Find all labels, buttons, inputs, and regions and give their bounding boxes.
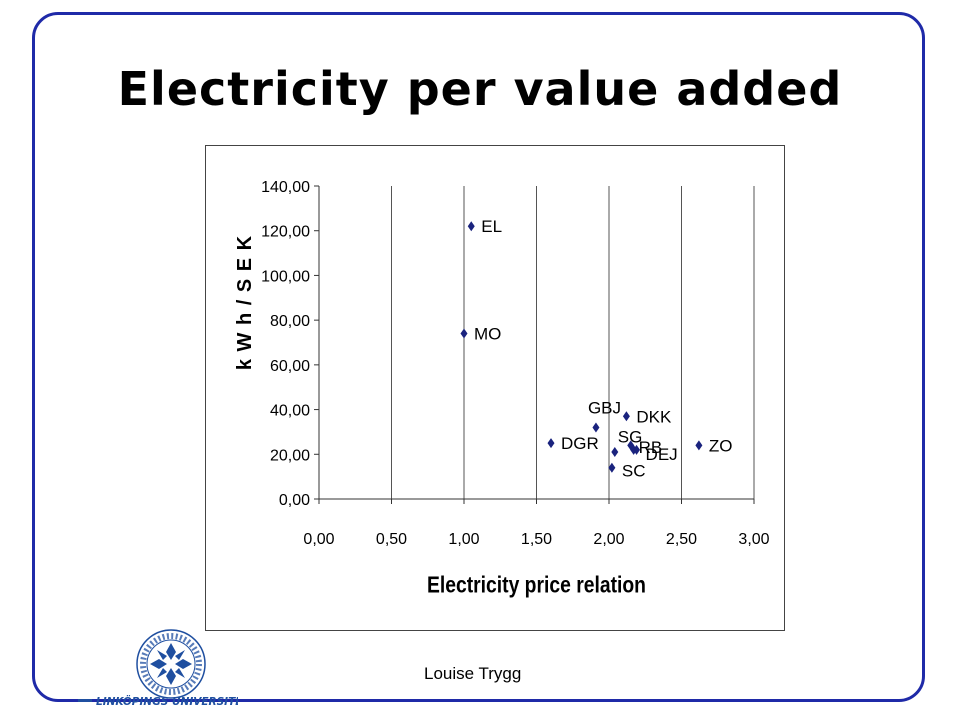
data-point-label: DEJ [646, 445, 678, 464]
data-point-marker [547, 438, 555, 449]
x-tick-label: 1,50 [521, 531, 552, 548]
data-point-label: RB [639, 438, 663, 457]
y-tick-label: 120,00 [261, 224, 310, 241]
y-tick-label: 20,00 [270, 447, 310, 464]
data-point-label: DKK [636, 407, 672, 426]
data-point-marker [695, 440, 703, 451]
data-point-marker [611, 447, 619, 458]
y-tick-label: 60,00 [270, 358, 310, 375]
data-point-marker [592, 422, 600, 433]
x-tick-label: 2,00 [593, 531, 624, 548]
data-point-label: SG [618, 427, 643, 446]
x-tick-label: 3,00 [738, 531, 769, 548]
y-tick-label: 100,00 [261, 268, 310, 285]
chart-area: 0,00 20,00 40,00 60,00 80,00 100,00 120,00 140,… [205, 145, 785, 631]
x-tick-label: 2,50 [666, 531, 697, 548]
slide-frame [32, 12, 925, 702]
y-axis-title: k W h / S E K [234, 235, 256, 370]
data-point-label: SC [622, 462, 646, 481]
data-point-marker [467, 221, 475, 232]
data-point-label: GBJ [588, 398, 621, 417]
svg-text:LINKÖPINGS UNIVERSITET: LINKÖPINGS UNIVERSITET [96, 694, 238, 708]
x-tick-label: 0,50 [376, 531, 407, 548]
data-point-label: DGR [561, 434, 599, 453]
y-tick-label: 140,00 [261, 179, 310, 196]
data-point-marker [622, 411, 630, 422]
university-logo: LINKÖPINGS UNIVERSITET [78, 628, 250, 717]
y-tick-label: 0,00 [279, 492, 310, 509]
scatter-chart: 0,00 20,00 40,00 60,00 80,00 100,00 120,00 140,… [234, 179, 770, 598]
x-axis-title: Electricity price relation [427, 572, 646, 598]
x-tick-label: 0,00 [303, 531, 334, 548]
footer-author: Louise Trygg [424, 664, 522, 683]
data-point-marker [633, 444, 641, 455]
y-tick-label: 40,00 [270, 403, 310, 420]
data-point-marker [608, 462, 616, 473]
data-point-marker [460, 328, 468, 339]
x-tick-label: 1,00 [448, 531, 479, 548]
slide-title: Electricity per value added [117, 62, 843, 116]
data-point-label: ZO [709, 436, 733, 455]
data-point-label: MO [474, 325, 501, 344]
y-tick-label: 80,00 [270, 313, 310, 330]
data-point-label: EL [481, 217, 502, 236]
